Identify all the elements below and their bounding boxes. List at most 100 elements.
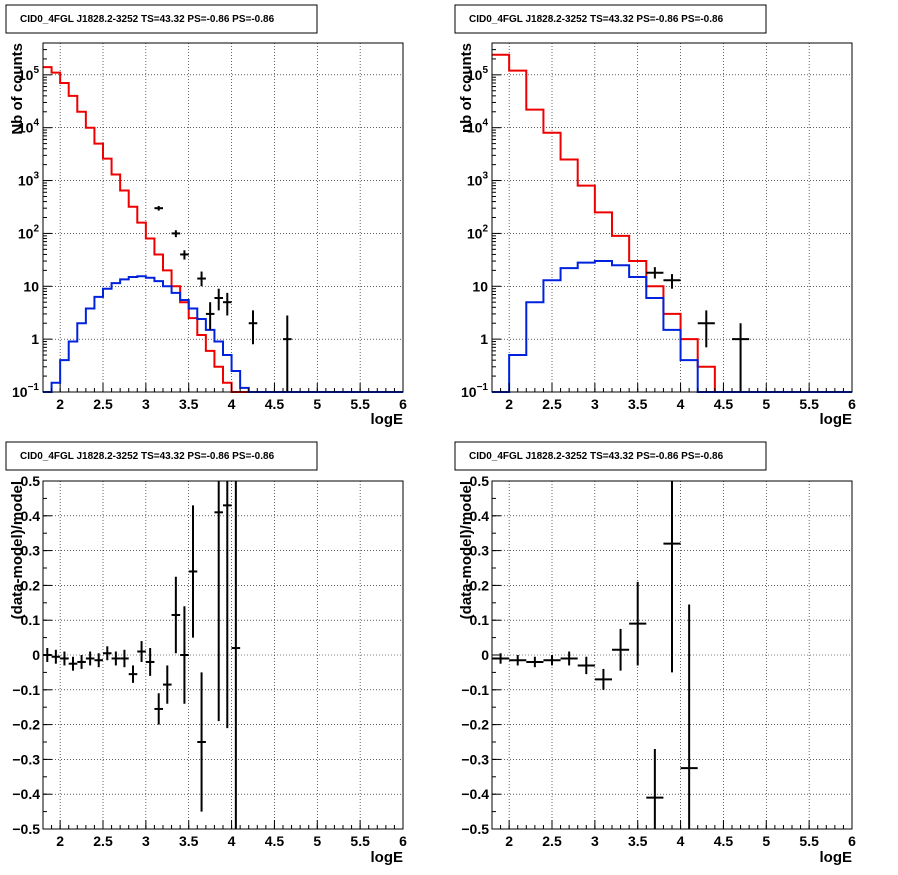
y-tick-label: 102	[18, 223, 40, 241]
data-point	[594, 668, 612, 690]
data-point	[214, 481, 223, 722]
pad-title-box	[5, 4, 318, 34]
data-point	[137, 641, 146, 662]
data-point	[646, 267, 664, 279]
y-tick-label: −0.1	[461, 682, 489, 698]
y-tick-label: −0.1	[12, 682, 40, 698]
x-axis-title: logE	[820, 849, 853, 866]
x-tick-label: 3	[142, 396, 150, 412]
data-point	[646, 748, 664, 829]
y-tick-label: 10	[472, 278, 488, 294]
data-point	[60, 651, 69, 666]
data-point	[120, 649, 129, 668]
plot-frame	[42, 42, 404, 393]
x-tick-label: 2.5	[542, 833, 562, 849]
data-point	[154, 693, 163, 725]
x-tick-label: 4	[228, 396, 236, 412]
data-point	[171, 230, 181, 238]
pad-title-box	[454, 441, 767, 471]
x-tick-label: 4.5	[714, 833, 734, 849]
y-tick-label: 0.5	[470, 473, 490, 489]
y-tick-label: 0.3	[21, 543, 41, 559]
x-tick-label: 3	[591, 396, 599, 412]
data-point	[214, 288, 223, 311]
data-point	[509, 655, 527, 666]
y-tick-label: 0.1	[470, 612, 490, 628]
x-tick-label: 2.5	[93, 833, 113, 849]
data-point	[94, 653, 103, 668]
x-tick-label: 3	[591, 833, 599, 849]
y-tick-label: −0.2	[461, 717, 489, 733]
y-tick-label: 104	[467, 118, 489, 136]
data-point	[248, 310, 258, 345]
y-tick-label: 0.4	[21, 508, 41, 524]
x-axis-title: logE	[371, 411, 404, 428]
x-tick-label: 3.5	[628, 833, 648, 849]
data-point	[51, 649, 61, 664]
data-point	[283, 315, 292, 392]
y-tick-label: 0	[32, 647, 40, 663]
x-tick-label: 3.5	[628, 396, 648, 412]
y-tick-label: 10	[23, 278, 39, 294]
y-tick-label: 10−1	[12, 382, 39, 400]
data-point	[103, 646, 112, 661]
y-axis-title: (data-model)/model	[9, 481, 26, 619]
x-tick-label: 3.5	[179, 396, 199, 412]
data-point	[697, 310, 715, 348]
data-point	[629, 581, 647, 666]
x-tick-label: 3.5	[179, 833, 199, 849]
plot-frame	[42, 480, 404, 830]
x-tick-label: 4	[677, 833, 685, 849]
x-tick-label: 6	[399, 396, 407, 412]
x-tick-label: 6	[848, 833, 856, 849]
data-point	[560, 651, 578, 666]
y-tick-label: −0.2	[12, 717, 40, 733]
pad-top-right: CID0_4FGL J1828.2-3252 TS=43.32 PS=-0.86…	[454, 4, 856, 428]
x-tick-label: 2	[56, 833, 64, 849]
data-point	[180, 606, 189, 704]
pad-title-box	[5, 441, 318, 471]
y-axis-title: (data-model)/model	[458, 481, 475, 619]
y-tick-label: −0.5	[461, 821, 489, 837]
data-point	[205, 302, 215, 330]
y-tick-label: 103	[18, 171, 40, 189]
data-point	[231, 481, 241, 829]
y-tick-label: 104	[18, 118, 40, 136]
x-tick-label: 5.5	[799, 833, 819, 849]
data-point	[197, 271, 206, 287]
y-tick-label: 0.2	[470, 577, 490, 593]
y-tick-label: 105	[467, 65, 489, 83]
y-tick-label: −0.5	[12, 821, 40, 837]
x-tick-label: 4.5	[714, 396, 734, 412]
data-point	[163, 665, 172, 704]
data-point	[223, 292, 232, 316]
data-point	[577, 656, 595, 675]
y-tick-label: 0	[481, 647, 489, 663]
pad-bottom-left: CID0_4FGL J1828.2-3252 TS=43.32 PS=-0.86…	[5, 441, 407, 866]
x-tick-label: 6	[848, 396, 856, 412]
x-tick-label: 6	[399, 833, 407, 849]
x-tick-label: 5	[762, 396, 770, 412]
data-point	[111, 651, 121, 666]
x-tick-label: 2	[505, 833, 513, 849]
y-tick-label: 1	[31, 331, 39, 347]
y-tick-label: 105	[18, 65, 40, 83]
pad-top-left: CID0_4FGL J1828.2-3252 TS=43.32 PS=-0.86…	[5, 4, 407, 428]
data-point	[680, 604, 698, 829]
x-tick-label: 5	[762, 833, 770, 849]
y-tick-label: −0.4	[461, 786, 489, 802]
y-tick-label: 0.4	[470, 508, 490, 524]
plot-frame	[491, 42, 853, 393]
data-point	[171, 576, 181, 654]
data-point	[154, 206, 163, 211]
y-axis-title: nb of counts	[458, 43, 475, 133]
data-point	[612, 628, 630, 671]
x-axis-title: logE	[820, 411, 853, 428]
data-point	[197, 672, 206, 812]
data-point	[223, 481, 232, 729]
data-point	[77, 655, 86, 669]
data-point	[85, 651, 95, 666]
x-tick-label: 5.5	[350, 833, 370, 849]
x-tick-label: 5	[313, 833, 321, 849]
